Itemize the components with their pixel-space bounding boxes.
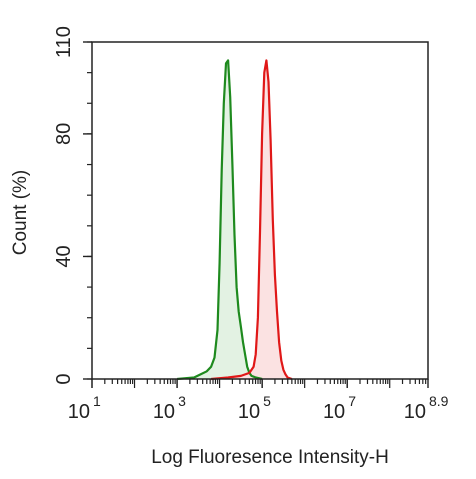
- series-1-line: [177, 59, 263, 381]
- x-axis: 10 1 10 3 10 5 10 7 10 8.9: [68, 379, 449, 423]
- histogram-curves: [177, 59, 293, 381]
- x-tick-label: 10: [323, 401, 345, 423]
- y-tick-label: 40: [53, 245, 75, 267]
- x-tick-label: 10: [404, 401, 426, 423]
- y-tick-label: 0: [53, 373, 75, 384]
- series-1-area: [177, 60, 263, 380]
- series-2-line: [211, 59, 293, 381]
- y-tick-label: 110: [53, 26, 75, 58]
- histogram-areas: [177, 60, 292, 380]
- x-tick-label: 10: [68, 401, 90, 423]
- x-tick-exponent: 3: [178, 393, 186, 409]
- y-tick-label: 80: [53, 123, 75, 145]
- x-tick-exponent: 5: [263, 393, 271, 409]
- x-tick-exponent: 1: [93, 393, 101, 409]
- x-tick-label: 10: [153, 401, 175, 423]
- x-axis-label: Log Fluoresence Intensity-H: [151, 447, 389, 468]
- y-axis-label: Count (%): [10, 170, 31, 256]
- series-2-area: [211, 60, 292, 380]
- x-tick-exponent: 8.9: [429, 393, 449, 409]
- x-tick-label: 10: [238, 401, 260, 423]
- y-axis: 0 40 80 110: [53, 26, 92, 385]
- x-tick-exponent: 7: [348, 393, 356, 409]
